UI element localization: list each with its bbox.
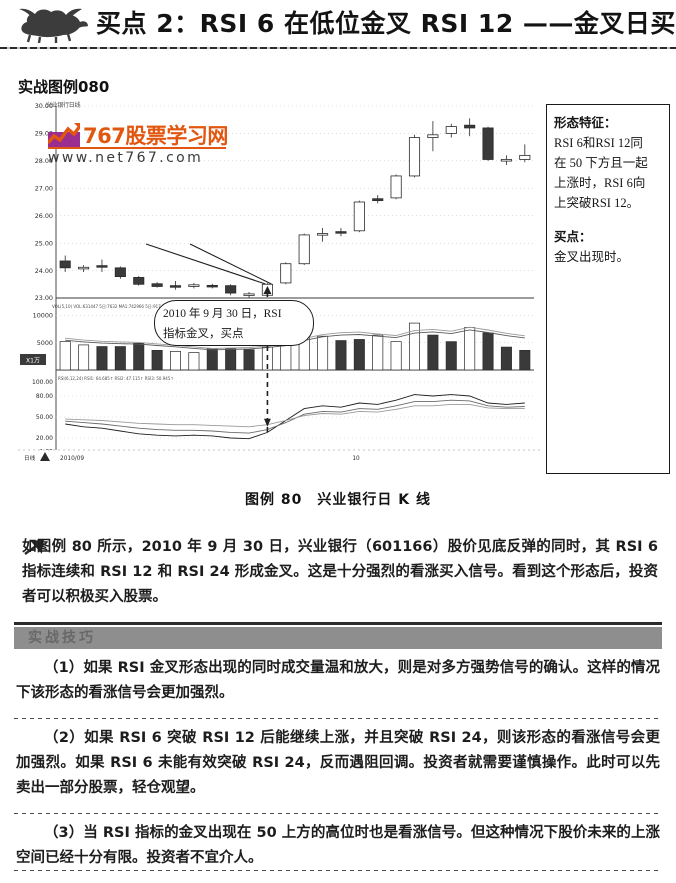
svg-text:RSI(6,12,24) RSI1: 64.685↑ RSI: RSI(6,12,24) RSI1: 64.685↑ RSI2: 47.115↑… [58, 376, 174, 381]
tips-divider [14, 718, 662, 719]
svg-text:50.00: 50.00 [36, 414, 53, 421]
chart-canvas: 30.00 29.00 28.00 27.00 26.00 25.00 24.00 23.00… [18, 102, 540, 464]
case-label: 实战图例080 [18, 78, 110, 96]
callout-line-2: 指标金叉，买点 [163, 328, 244, 340]
page-title: 买点 2：RSI 6 在低位金叉 RSI 12 ——金叉日买入 [96, 9, 676, 38]
svg-text:100.00: 100.00 [32, 379, 53, 386]
tip-item: （3）当 RSI 指标的金叉出现在 50 上方的高位时也是看涨信号。但这种情况下… [16, 825, 660, 866]
svg-text:10000: 10000 [33, 312, 53, 320]
svg-text:X1万: X1万 [26, 358, 40, 365]
note-feature-line: 上突破RSI 12。 [554, 196, 640, 210]
svg-text:20.00: 20.00 [36, 435, 53, 442]
arrow-marker-icon [24, 540, 44, 555]
tip-item: （2）如果 RSI 6 突破 RSI 12 后能继续上涨，并且突破 RSI 24… [16, 730, 660, 796]
svg-text:日线: 日线 [24, 454, 36, 462]
header-divider [0, 47, 676, 49]
watermark-brand: 767股票学习网 [83, 124, 228, 148]
svg-text:2010/09: 2010/09 [60, 456, 84, 462]
tips-header-label: 实战技巧 [28, 630, 96, 646]
stock-chart: 30.00 29.00 28.00 27.00 26.00 25.00 24.00 23.00… [18, 102, 540, 474]
note-feature-line: RSI 6和RSI 12同 [554, 136, 643, 150]
body-paragraph: 如图例 80 所示，2010 年 9 月 30 日，兴业银行（601166）股价… [22, 539, 658, 605]
svg-text:VOL(5,10) VOL:631447 5日:7632 M: VOL(5,10) VOL:631447 5日:7632 MA1:742966 … [52, 304, 212, 309]
svg-text:29.00: 29.00 [35, 130, 53, 138]
svg-text:28.00: 28.00 [35, 157, 53, 165]
svg-text:27.00: 27.00 [35, 184, 53, 192]
tips-top-divider [14, 622, 662, 625]
svg-text:25.00: 25.00 [35, 239, 53, 247]
note-buy-line: 金叉出现时。 [554, 250, 630, 264]
note-feature-line: 在 50 下方且一起 [554, 156, 648, 170]
tips-divider [14, 813, 662, 814]
watermark: 767股票学习网 www.net767.com [46, 122, 248, 166]
figure-caption: 图例 80 兴业银行日 K 线 [245, 492, 431, 508]
svg-text:5000: 5000 [37, 339, 53, 347]
chart-ticker-label: 兴业银行日线 [46, 102, 81, 109]
svg-text:26.00: 26.00 [35, 212, 53, 220]
watermark-rule [48, 147, 226, 149]
svg-text:10: 10 [352, 456, 360, 462]
tip-item: （1）如果 RSI 金叉形态出现的同时成交量温和放大，则是对多方强势信号的确认。… [16, 660, 660, 701]
watermark-logo-icon [46, 123, 82, 147]
svg-text:23.00: 23.00 [35, 294, 53, 302]
pattern-note-box: 形态特征： RSI 6和RSI 12同 在 50 下方且一起 上涨时，RSI 6… [546, 104, 670, 474]
page-header: 买点 2：RSI 6 在低位金叉 RSI 12 ——金叉日买入 [0, 0, 676, 49]
svg-text:24.00: 24.00 [35, 267, 53, 275]
note-spacer [554, 213, 662, 227]
tips-divider [14, 870, 662, 871]
callout-line-1: 2010 年 9 月 30 日，RSI [163, 308, 282, 320]
note-feature-heading: 形态特征： [554, 116, 617, 130]
note-buy-heading: 买点： [554, 230, 592, 244]
note-feature-line: 上涨时，RSI 6向 [554, 176, 646, 190]
watermark-url: www.net767.com [48, 150, 204, 166]
chart-callout: 2010 年 9 月 30 日，RSI 指标金叉，买点 [154, 300, 314, 346]
tips-header-bar [14, 627, 662, 649]
svg-text:80.00: 80.00 [36, 393, 53, 400]
svg-text:30.00: 30.00 [35, 102, 53, 110]
tips-block: 实战技巧 （1）如果 RSI 金叉形态出现的同时成交量温和放大，则是对多方强势信… [14, 622, 662, 872]
bull-icon [19, 8, 88, 43]
